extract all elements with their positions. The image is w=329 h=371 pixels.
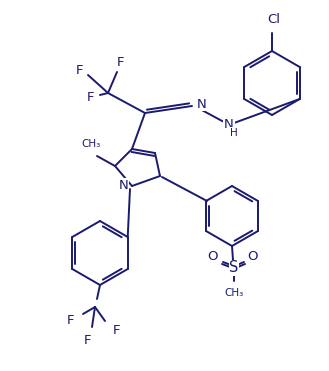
Text: CH₃: CH₃ [224,288,244,298]
Text: Cl: Cl [267,13,281,26]
Text: F: F [66,315,74,328]
Text: N: N [224,118,234,131]
Text: F: F [116,56,124,69]
Text: F: F [86,91,94,104]
Text: O: O [248,250,258,263]
Text: F: F [75,63,83,76]
Text: F: F [112,325,120,338]
Text: N: N [197,98,207,111]
Text: O: O [208,250,218,263]
Text: N: N [118,178,128,191]
Text: S: S [229,260,239,276]
Text: CH₃: CH₃ [81,139,101,149]
Text: F: F [83,335,91,348]
Text: H: H [230,128,238,138]
